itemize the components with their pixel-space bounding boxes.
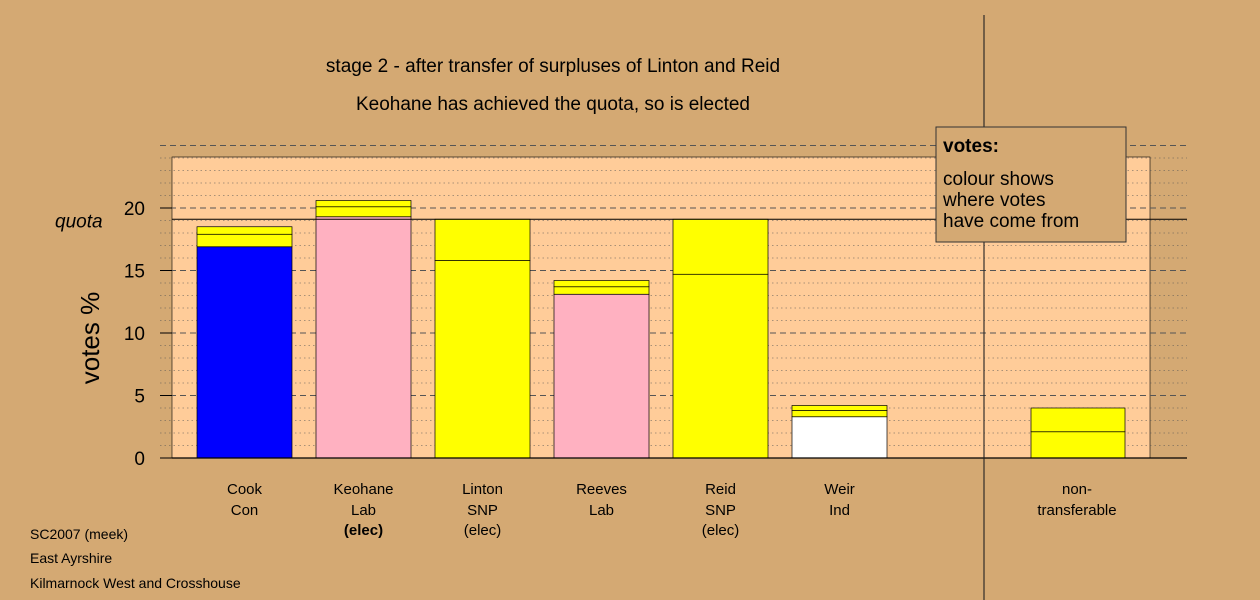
y-tick-label: 0 [134, 449, 145, 470]
footer-council: East Ayrshire [30, 550, 112, 566]
y-tick-label: 5 [134, 387, 145, 408]
bar-segment-cook-2 [196, 226, 293, 235]
category-status: (elec) [344, 522, 383, 539]
category-name: Reeves [576, 481, 627, 498]
category-party: SNP [705, 502, 736, 519]
bar-segment-keohane-2 [315, 200, 412, 208]
footer-election: SC2007 (meek) [30, 526, 128, 542]
legend-title: votes: [943, 136, 999, 157]
category-status: (elec) [464, 522, 502, 539]
footer-ward: Kilmarnock West and Crosshouse [30, 575, 241, 591]
bar-segment-keohane-1 [315, 206, 412, 218]
quota-label: quota [55, 211, 103, 232]
bar-segment-keohane-0 [315, 216, 412, 459]
legend-line-1: colour shows [943, 169, 1054, 190]
nontransferable-label-line2: transferable [1037, 502, 1116, 519]
category-name: Linton [462, 481, 503, 498]
category-party: Con [231, 502, 259, 519]
chart-subtitle: Keohane has achieved the quota, so is el… [356, 94, 750, 115]
category-status: (elec) [702, 522, 740, 539]
nontransferable-segment-1 [1030, 407, 1126, 433]
y-tick-label: 10 [124, 324, 145, 345]
bar-segment-weir-1 [791, 410, 888, 418]
category-party: Lab [351, 502, 376, 519]
bar-segment-reid-1 [672, 218, 769, 275]
y-axis-label: votes % [75, 292, 105, 385]
bar-segment-reid-0 [672, 273, 769, 459]
bar-segment-reeves-0 [553, 293, 650, 459]
nontransferable-segment-0 [1030, 431, 1126, 459]
category-labels: Cook Con Keohane Lab (elec) Linton SNP (elec) Re… [227, 481, 855, 539]
bar-segment-linton-0 [434, 260, 531, 459]
nontransferable-bar [1030, 407, 1126, 459]
legend-line-3: have come from [943, 211, 1079, 232]
category-name: Reid [705, 481, 736, 498]
category-name: Weir [824, 481, 855, 498]
chart-title: stage 2 - after transfer of surpluses of… [326, 56, 780, 77]
category-name: Cook [227, 481, 263, 498]
bar-segment-reeves-1 [553, 286, 650, 295]
bar-segment-cook-0 [196, 246, 293, 459]
category-party: Lab [589, 502, 614, 519]
legend-frame [935, 126, 1127, 243]
legend-box: votes: colour shows where votes have com… [935, 126, 1127, 243]
y-tick-label: 20 [124, 199, 145, 220]
nontransferable-label-line1: non- [1062, 481, 1092, 498]
category-party: Ind [829, 502, 850, 519]
bar-segment-linton-1 [434, 218, 531, 261]
bar-segment-weir-2 [791, 405, 888, 411]
bar-segment-weir-0 [791, 416, 888, 459]
bars [196, 200, 888, 459]
bar-segment-reeves-2 [553, 280, 650, 288]
bar-segment-cook-1 [196, 233, 293, 248]
category-party: SNP [467, 502, 498, 519]
category-name: Keohane [333, 481, 393, 498]
legend-line-2: where votes [942, 190, 1045, 211]
y-axis-ticks: 0 5 10 15 20 [124, 199, 172, 470]
y-tick-label: 15 [124, 262, 145, 283]
